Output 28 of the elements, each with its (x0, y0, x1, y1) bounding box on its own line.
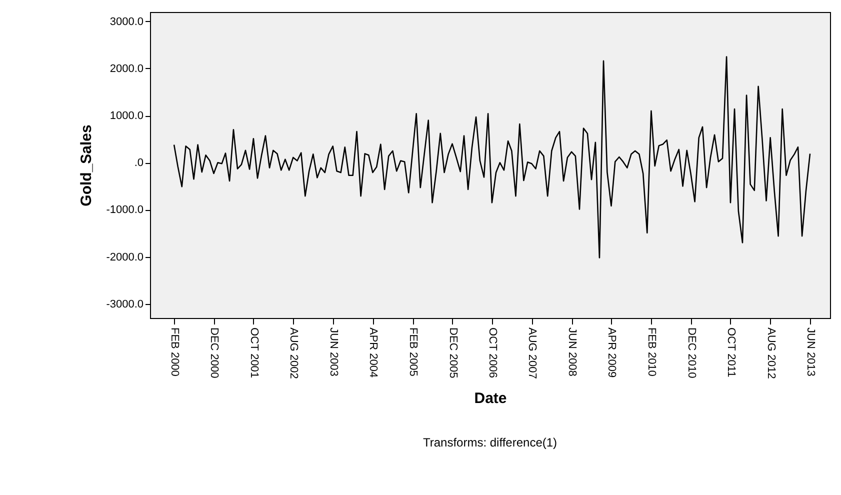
x-tick-label: APR 2004 (367, 328, 380, 378)
x-tick-label: AUG 2007 (526, 328, 538, 379)
x-tick-label: JUN 2003 (327, 328, 340, 376)
y-axis-title: Gold_Sales (78, 124, 96, 206)
x-tick-label: DEC 2005 (446, 328, 459, 378)
x-tick-label: APR 2009 (606, 328, 618, 378)
x-tick-label: AUG 2002 (288, 328, 300, 379)
y-tick-label: 2000.0 (110, 62, 144, 75)
x-tick-label: AUG 2012 (764, 328, 777, 379)
line-series (173, 56, 811, 258)
x-tick-label: FEB 2005 (407, 328, 420, 376)
y-tick-label: .0 (134, 157, 144, 170)
x-tick-label: DEC 2010 (685, 328, 698, 378)
y-tick-label: 3000.0 (110, 16, 144, 28)
x-tick-label: OCT 2011 (724, 328, 737, 378)
x-tick-label: OCT 2001 (248, 328, 260, 378)
x-tick-label: JUN 2008 (566, 328, 578, 376)
y-tick-label: 1000.0 (110, 110, 144, 122)
x-tick-label: JUN 2013 (804, 328, 817, 376)
y-tick-label: -1000.0 (106, 204, 144, 216)
text: Transforms: difference(1) (422, 435, 558, 450)
x-tick-label: FEB 2010 (646, 328, 658, 376)
x-tick-label: DEC 2000 (208, 328, 220, 378)
x-tick-label: FEB 2000 (168, 328, 181, 376)
y-tick-label: -2000.0 (106, 251, 144, 264)
x-axis-title: Date (474, 390, 507, 407)
x-tick-label: OCT 2006 (486, 328, 498, 378)
y-tick-label: -3000.0 (106, 298, 144, 310)
